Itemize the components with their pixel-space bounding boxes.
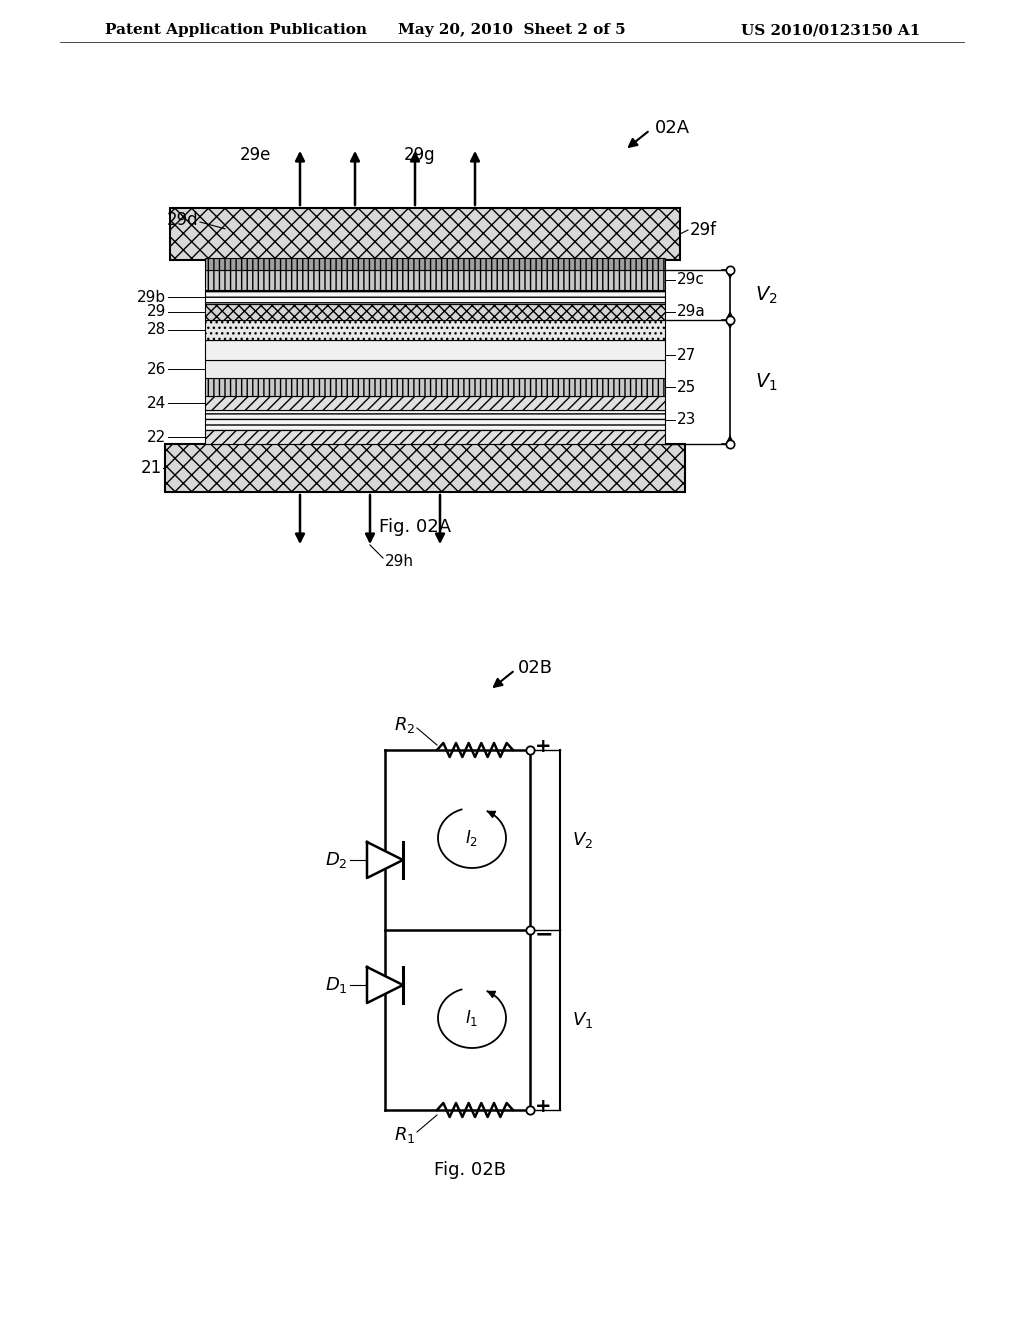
Text: $R_1$: $R_1$ (393, 1125, 415, 1144)
Text: $V_2$: $V_2$ (755, 284, 777, 306)
Bar (205, 378, 665, 396)
Text: 23: 23 (677, 412, 696, 428)
Text: Fig. 02B: Fig. 02B (434, 1162, 506, 1179)
Text: $D_2$: $D_2$ (326, 850, 348, 870)
Text: 27: 27 (677, 347, 696, 363)
Bar (205, 360, 665, 378)
Bar (205, 341, 665, 360)
Text: Fig. 02A: Fig. 02A (379, 517, 451, 536)
Text: May 20, 2010  Sheet 2 of 5: May 20, 2010 Sheet 2 of 5 (398, 22, 626, 37)
Text: 28: 28 (146, 322, 166, 338)
Text: $I_1$: $I_1$ (465, 1008, 478, 1028)
Text: 02B: 02B (518, 659, 553, 677)
Bar (205, 271, 665, 290)
Text: +: + (535, 737, 552, 755)
Text: 21: 21 (140, 459, 162, 477)
Bar (205, 411, 665, 430)
Text: $D_1$: $D_1$ (326, 975, 348, 995)
Text: 29a: 29a (677, 305, 706, 319)
Text: 29h: 29h (385, 554, 414, 569)
Bar (165, 444, 685, 492)
Text: 24: 24 (146, 396, 166, 411)
Polygon shape (367, 968, 403, 1003)
Text: 22: 22 (146, 429, 166, 445)
Text: +: + (535, 1097, 552, 1115)
Text: 26: 26 (146, 362, 166, 376)
Text: Patent Application Publication: Patent Application Publication (105, 22, 367, 37)
Text: $R_2$: $R_2$ (394, 715, 415, 735)
Text: $I_2$: $I_2$ (466, 828, 478, 847)
Text: 25: 25 (677, 380, 696, 395)
Text: 29: 29 (146, 305, 166, 319)
Text: 02A: 02A (655, 119, 690, 137)
Bar (205, 257, 665, 271)
Text: 29e: 29e (240, 147, 270, 164)
Text: 29f: 29f (690, 220, 717, 239)
Bar (205, 430, 665, 444)
Text: US 2010/0123150 A1: US 2010/0123150 A1 (740, 22, 920, 37)
Bar (170, 209, 680, 260)
Text: 29g: 29g (404, 147, 436, 164)
Bar (205, 396, 665, 411)
Text: 29c: 29c (677, 272, 705, 288)
Text: 29d: 29d (166, 211, 198, 228)
Text: 29b: 29b (137, 289, 166, 305)
Bar (205, 319, 665, 341)
Polygon shape (367, 842, 403, 878)
Text: $V_2$: $V_2$ (572, 830, 593, 850)
Text: $V_1$: $V_1$ (572, 1010, 593, 1030)
Text: $V_1$: $V_1$ (755, 371, 777, 392)
Bar (205, 304, 665, 319)
Bar (205, 290, 665, 304)
Text: −: − (535, 924, 554, 944)
